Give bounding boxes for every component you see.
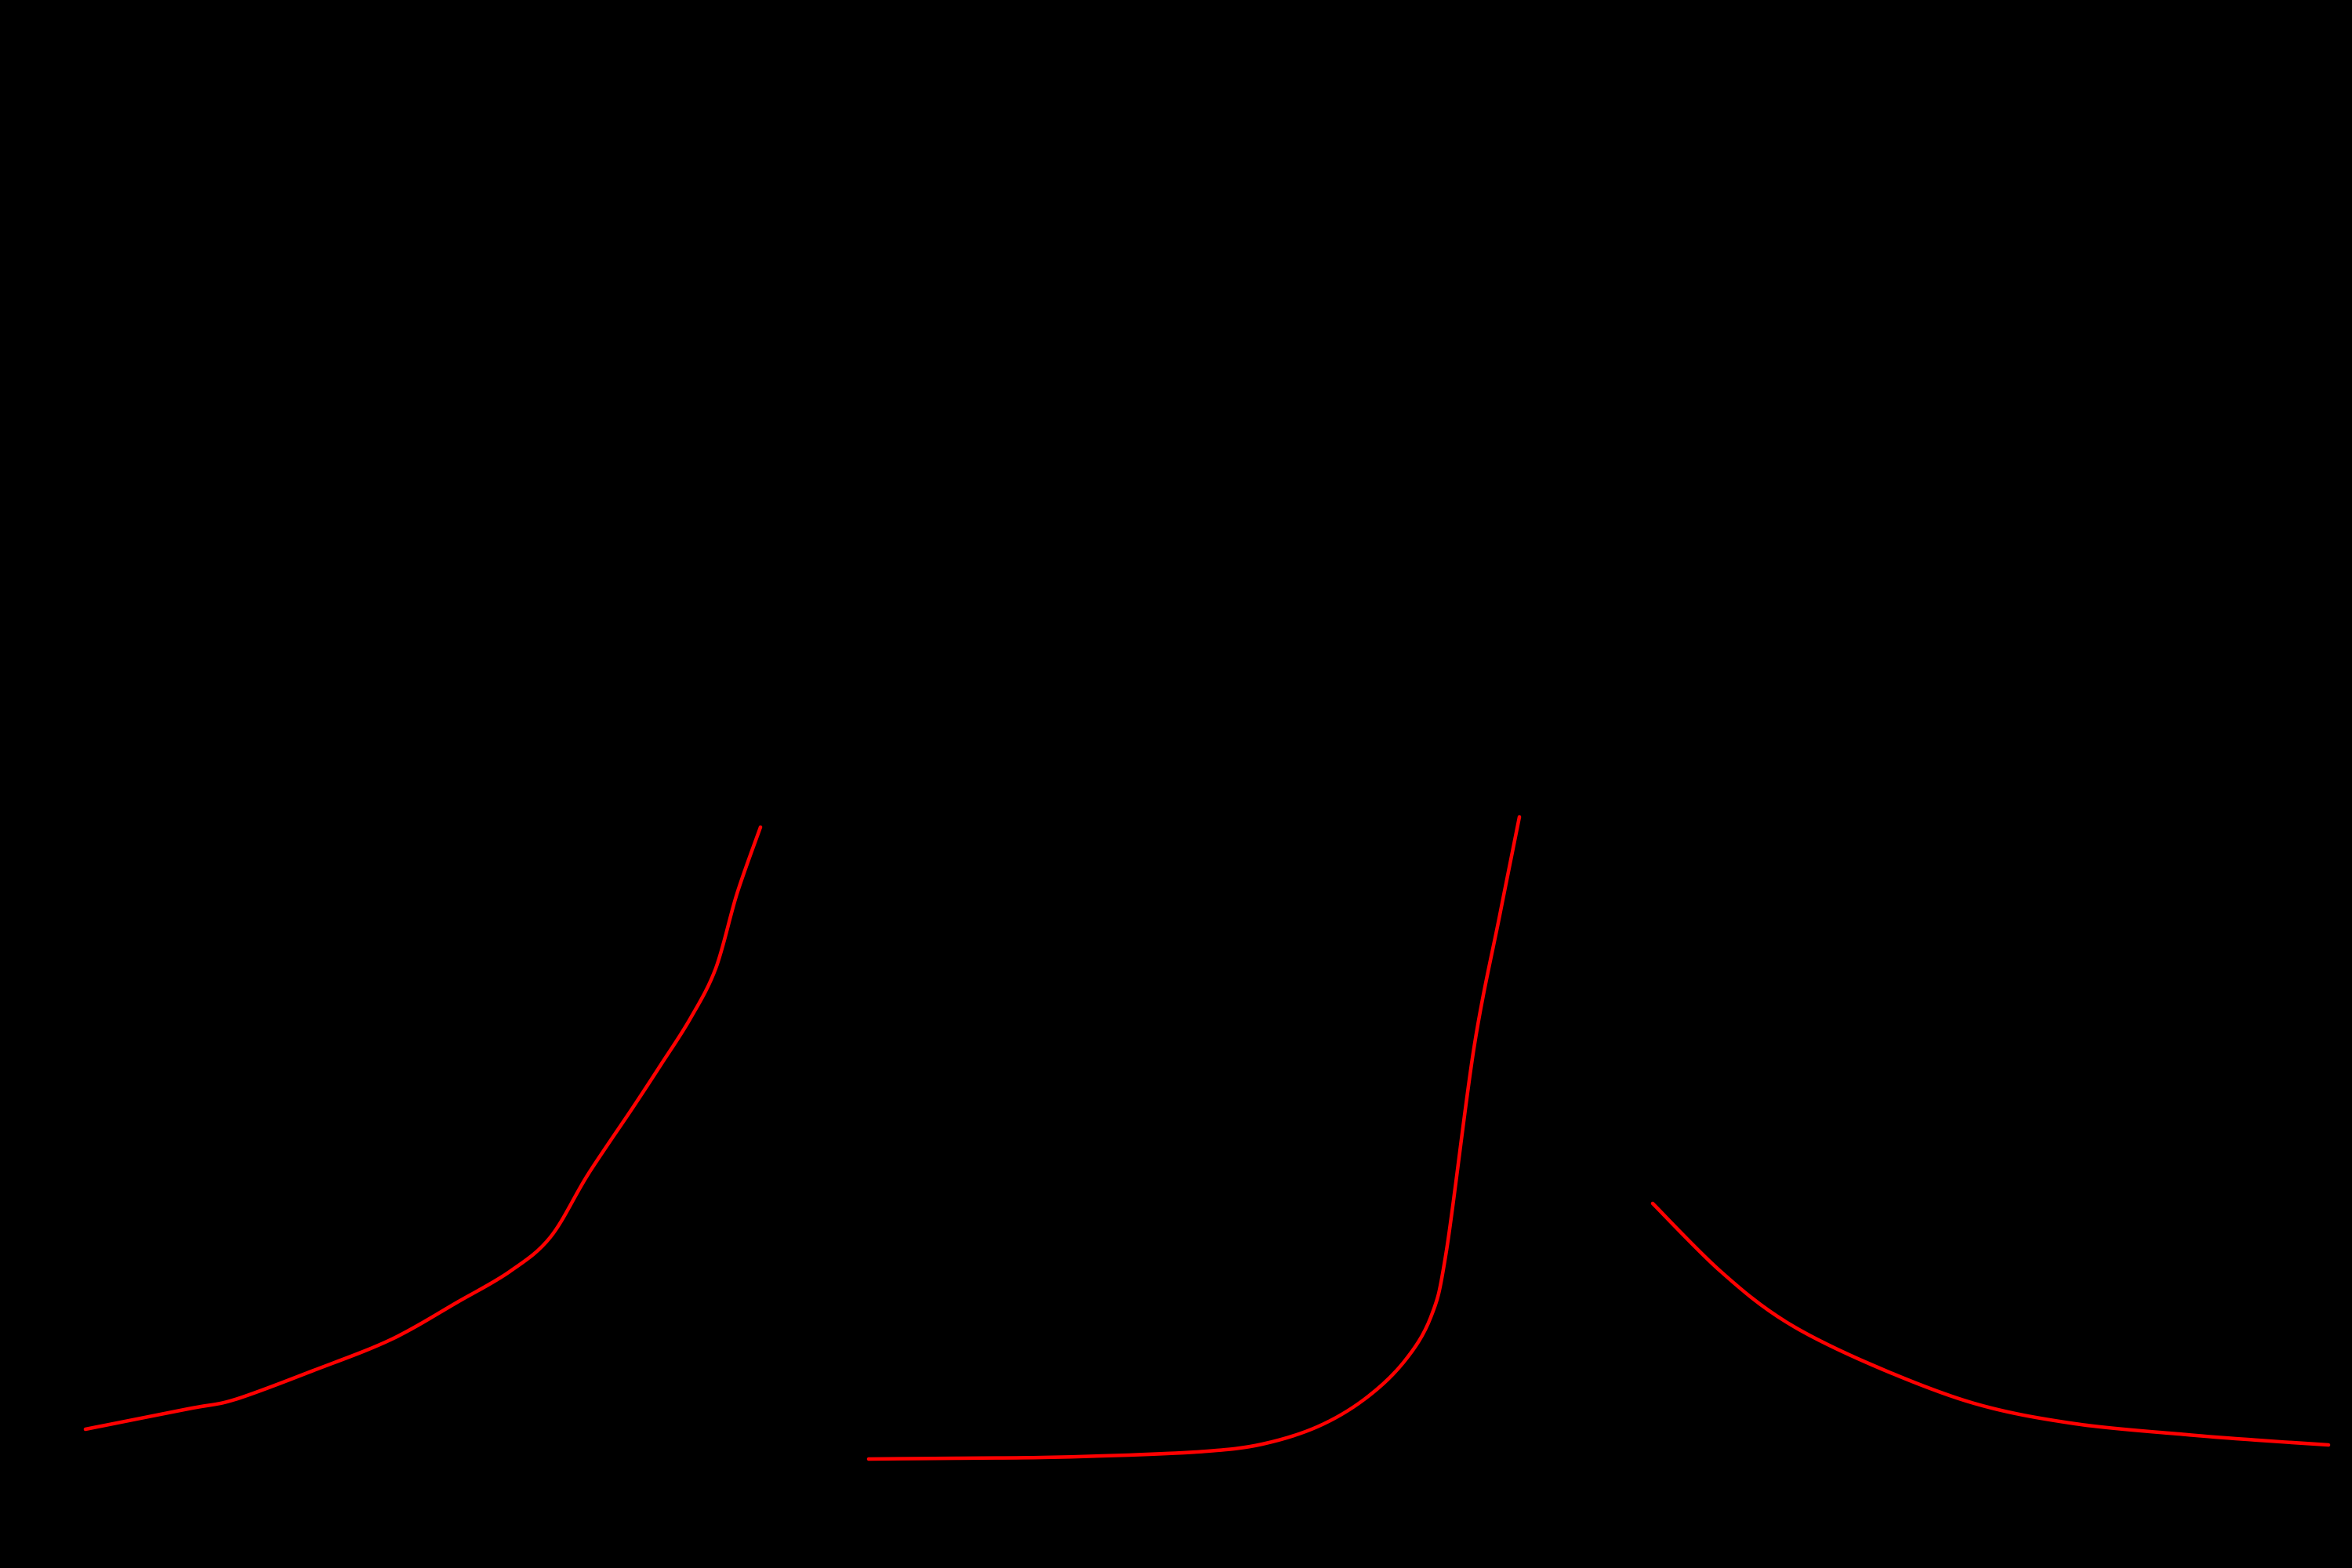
right-decay-curve (1650, 1201, 2331, 1447)
left-exponential-growth-curve (83, 825, 763, 1432)
middle-steep-exponential-curve (866, 815, 1522, 1461)
